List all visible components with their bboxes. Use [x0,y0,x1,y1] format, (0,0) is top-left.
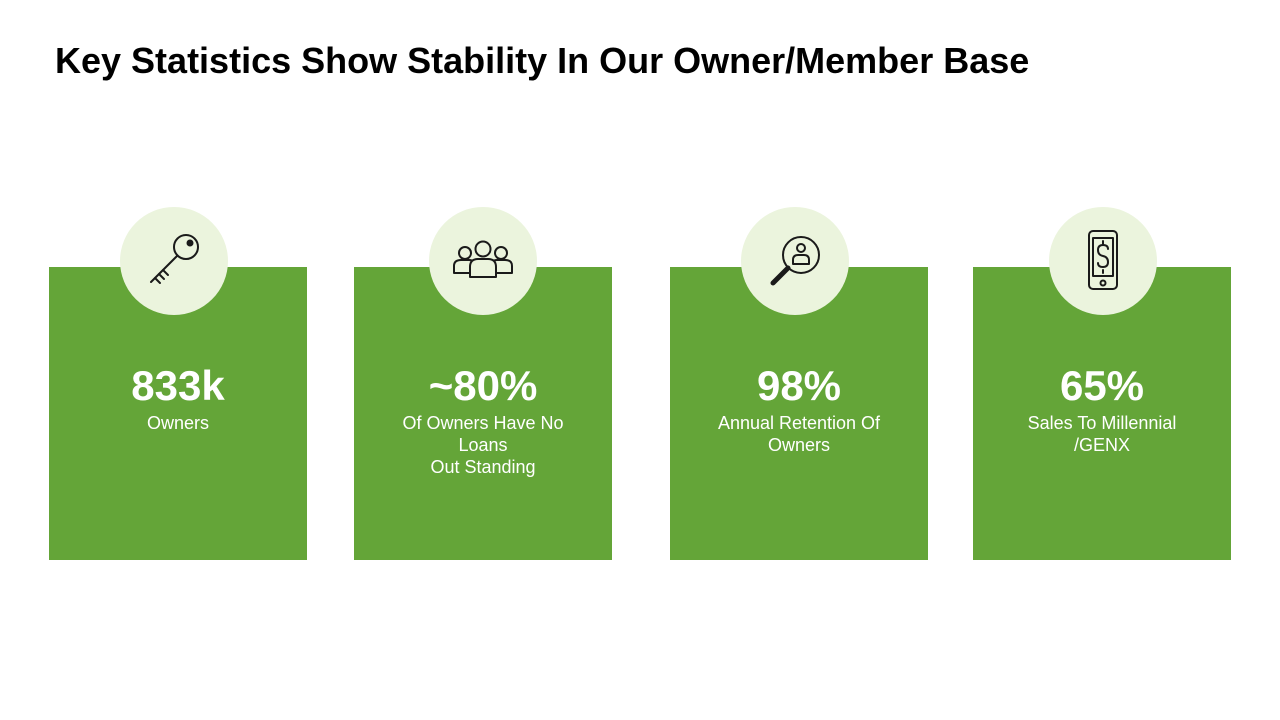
stat-card-retention: 98% Annual Retention Of Owners [670,267,928,560]
stat-card-owners: 833k Owners [49,267,307,560]
stat-label: Owners [146,413,209,433]
key-icon [150,234,199,284]
stat-card-sales: 65% Sales To Millennial /GENX [973,267,1231,560]
stat-value: 98% [756,362,842,409]
slide-title: Key Statistics Show Stability In Our Own… [55,40,1030,81]
stat-card-no-loans: ~80% Of Owners Have No Loans Out Standin… [354,267,612,560]
stat-value: ~80% [428,362,538,409]
group-icon [453,240,513,278]
mobile-dollar-icon [1088,230,1118,290]
search-person-icon [770,236,820,286]
stat-value: 65% [1059,362,1145,409]
icon-circle [741,207,849,315]
stat-label: Of Owners Have No Loans Out Standing [402,413,564,477]
icon-circle [120,207,228,315]
icon-circle [1049,207,1157,315]
icon-circle [429,207,537,315]
stat-label: Annual Retention Of Owners [717,413,881,455]
stat-value: 833k [131,362,225,409]
stat-label: Sales To Millennial /GENX [1027,413,1177,455]
